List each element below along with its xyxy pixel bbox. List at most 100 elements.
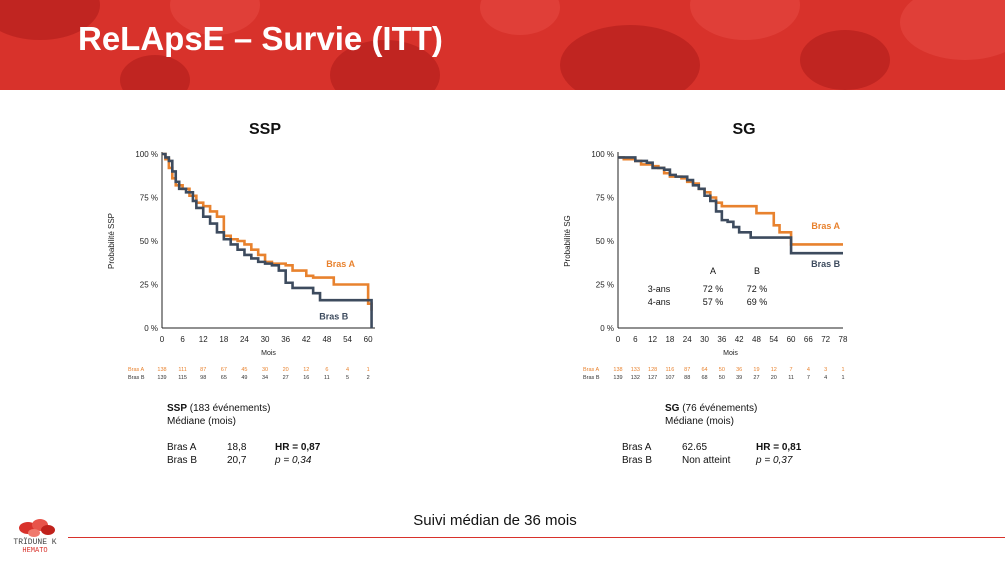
ssp-x-axis-label: Mois — [261, 350, 276, 357]
sg-risk-count: 128 — [648, 367, 657, 373]
ssp-risk-count: 4 — [346, 367, 349, 373]
ssp-risk-arm-label: Bras A — [128, 367, 145, 373]
sg-p-value: p = 0,37 — [756, 455, 793, 466]
ssp-risk-count: 34 — [262, 375, 268, 381]
ssp-risk-count: 98 — [200, 375, 206, 381]
ssp-risk-count: 49 — [241, 375, 247, 381]
sg-arm-a-median: 62.65 — [682, 442, 708, 453]
sg-x-tick-label: 6 — [633, 335, 638, 344]
sg-x-tick-label: 36 — [717, 335, 726, 344]
ssp-risk-count: 27 — [283, 375, 289, 381]
ssp-y-axis-label: Probabilité SSP — [107, 213, 116, 269]
ssp-x-tick-label: 30 — [261, 335, 270, 344]
sg-risk-count: 36 — [736, 367, 742, 373]
ssp-x-tick-label: 36 — [281, 335, 290, 344]
sg-risk-count: 27 — [753, 375, 759, 381]
ssp-series-line-arm-b — [162, 152, 373, 328]
ssp-risk-count: 30 — [262, 367, 268, 373]
sg-annotation-value-a: 72 % — [703, 284, 724, 294]
ssp-risk-count: 6 — [325, 367, 328, 373]
sg-annotation-value-a: 57 % — [703, 297, 724, 307]
sg-risk-count: 88 — [684, 375, 690, 381]
sg-stats: SG (76 événements) Médiane (mois) Bras A… — [622, 402, 842, 467]
sg-risk-count: 7 — [790, 367, 793, 373]
sg-arm-b-label: Bras B — [622, 455, 653, 466]
sg-risk-count: 4 — [807, 367, 810, 373]
sg-y-tick-label: 25 % — [596, 281, 614, 290]
sg-x-tick-label: 12 — [648, 335, 657, 344]
sg-risk-count: 12 — [771, 367, 777, 373]
ssp-x-tick-label: 48 — [322, 335, 331, 344]
sg-risk-count: 68 — [701, 375, 707, 381]
ssp-median-label: Médiane (mois) — [167, 416, 236, 427]
sg-annotation-header-a: A — [710, 266, 716, 276]
ssp-series-label-arm-b: Bras B — [319, 311, 349, 321]
sg-series-line-arm-b — [618, 156, 843, 255]
sg-risk-count: 11 — [788, 375, 794, 381]
sg-risk-count: 139 — [613, 375, 622, 381]
sg-chart-title: SG — [732, 121, 755, 138]
ssp-y-tick-label: 100 % — [135, 150, 158, 159]
ssp-arm-b-label: Bras B — [167, 455, 198, 466]
sg-hazard-ratio: HR = 0,81 — [756, 442, 802, 453]
ssp-arm-b-median: 20,7 — [227, 455, 247, 466]
sg-risk-count: 19 — [753, 367, 759, 373]
sg-risk-count: 3 — [824, 367, 827, 373]
ssp-risk-count: 67 — [221, 367, 227, 373]
ssp-x-tick-label: 60 — [364, 335, 373, 344]
ssp-y-tick-label: 75 % — [140, 194, 158, 203]
ssp-risk-count: 12 — [303, 367, 309, 373]
ssp-stats-events: (183 événements) — [187, 403, 271, 414]
ssp-risk-count: 138 — [157, 367, 166, 373]
sg-risk-arm-label: Bras B — [583, 375, 600, 381]
follow-up-note: Suivi médian de 36 mois — [413, 512, 577, 529]
sg-x-tick-label: 54 — [769, 335, 778, 344]
sg-risk-count: 20 — [771, 375, 777, 381]
ssp-chart-title: SSP — [249, 121, 281, 138]
ssp-p-value: p = 0,34 — [275, 455, 312, 466]
sg-annotation-row-label: 3-ans — [648, 284, 671, 294]
sg-risk-count: 127 — [648, 375, 657, 381]
ssp-x-tick-label: 42 — [302, 335, 311, 344]
sg-y-tick-label: 75 % — [596, 194, 614, 203]
blood-cells-icon — [19, 519, 55, 537]
ssp-risk-count: 139 — [157, 375, 166, 381]
ssp-x-tick-label: 24 — [240, 335, 249, 344]
sg-annotation-header-b: B — [754, 266, 760, 276]
sg-median-label: Médiane (mois) — [665, 416, 734, 427]
ssp-x-tick-label: 12 — [199, 335, 208, 344]
ssp-risk-count: 65 — [221, 375, 227, 381]
footer-divider — [68, 537, 1005, 538]
triduneK-hemato-logo: TRÏDUNE K HEMATO — [4, 514, 66, 562]
ssp-stats: SSP (183 événements) Médiane (mois) Bras… — [167, 402, 387, 467]
slide-title: ReLApsE – Survie (ITT) — [78, 20, 443, 57]
sg-risk-count: 107 — [665, 375, 674, 381]
logo-subtext: HEMATO — [22, 547, 48, 555]
sg-risk-arm-label: Bras A — [583, 367, 600, 373]
sg-stats-title: SG — [665, 403, 680, 414]
sg-risk-count: 116 — [666, 367, 675, 373]
ssp-y-tick-label: 0 % — [144, 324, 158, 333]
ssp-risk-count: 20 — [283, 367, 289, 373]
sg-annotation-value-b: 69 % — [747, 297, 768, 307]
ssp-risk-count: 45 — [241, 367, 247, 373]
sg-x-tick-label: 24 — [683, 335, 692, 344]
sg-x-tick-label: 42 — [735, 335, 744, 344]
sg-annotation-row-label: 4-ans — [648, 297, 671, 307]
sg-risk-count: 7 — [807, 375, 810, 381]
sg-risk-count: 138 — [613, 367, 622, 373]
sg-series-label-arm-b: Bras B — [811, 259, 841, 269]
blood-cell-decoration — [480, 0, 560, 35]
sg-x-tick-label: 78 — [839, 335, 848, 344]
blood-cell-decoration — [900, 0, 1005, 60]
ssp-risk-count: 11 — [324, 375, 330, 381]
sg-x-tick-label: 72 — [821, 335, 830, 344]
ssp-y-tick-label: 25 % — [140, 281, 158, 290]
sg-risk-count: 4 — [824, 375, 827, 381]
blood-cell-decoration — [120, 55, 190, 90]
blood-cell-decoration — [690, 0, 800, 40]
header-banner: ReLApsE – Survie (ITT) — [0, 0, 1005, 90]
sg-x-axis-label: Mois — [723, 350, 738, 357]
ssp-risk-count: 1 — [367, 367, 370, 373]
